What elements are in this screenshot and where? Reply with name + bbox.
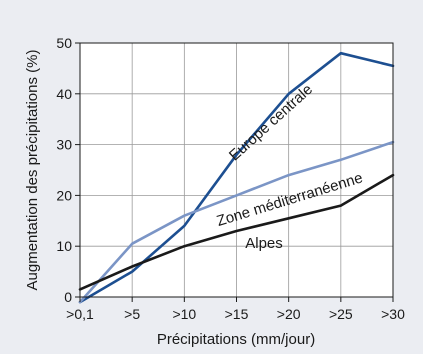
y-tick-label: 30 [56, 137, 72, 153]
y-tick-label: 0 [64, 289, 72, 305]
x-axis-label: Précipitations (mm/jour) [157, 331, 315, 348]
x-tick-label: >0,1 [66, 306, 94, 322]
series-line-1 [78, 140, 395, 304]
series-layer [78, 51, 395, 304]
axis-layer: 0 10 20 30 40 50 >0,1 >5 >10 >15 >20 >25 >30 [56, 35, 405, 322]
x-tick-label: >25 [329, 306, 353, 322]
x-tick-label: >10 [172, 306, 196, 322]
y-tick-label: 50 [56, 35, 72, 51]
x-tick-label: >30 [381, 306, 405, 322]
x-tick-label: >20 [277, 306, 301, 322]
series-line-2 [78, 173, 395, 291]
y-tick-label: 20 [56, 187, 72, 203]
series-label-alpes: Alpes [245, 235, 283, 252]
series-line-0 [78, 51, 395, 304]
y-tick-label: 10 [56, 238, 72, 254]
x-tick-label: >5 [124, 306, 140, 322]
plot-frame [79, 42, 394, 298]
y-tick-label: 40 [56, 86, 72, 102]
x-tick-label: >15 [225, 306, 249, 322]
y-axis-label: Augmentation des précipitations (%) [24, 50, 41, 291]
